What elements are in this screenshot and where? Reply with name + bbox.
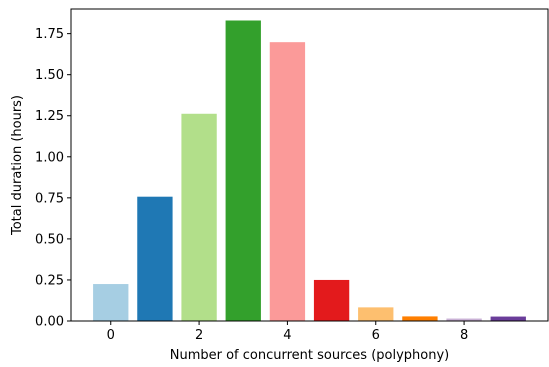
bar-7 bbox=[402, 316, 438, 321]
y-tick-label: 0.25 bbox=[35, 273, 64, 288]
bar-3 bbox=[225, 20, 261, 321]
y-ticks: 0.00 0.25 0.50 0.75 1.00 1.25 1.50 1.75 bbox=[35, 27, 71, 330]
bar-1 bbox=[137, 196, 173, 321]
x-tick-label: 0 bbox=[107, 328, 115, 343]
y-tick-label: 0.50 bbox=[35, 232, 64, 247]
y-tick-label: 1.25 bbox=[35, 109, 64, 124]
y-tick-label: 1.00 bbox=[35, 150, 64, 165]
x-tick-label: 8 bbox=[460, 328, 468, 343]
bar-5 bbox=[313, 279, 350, 321]
y-tick-label: 1.50 bbox=[35, 68, 64, 83]
x-axis-label: Number of concurrent sources (polyphony) bbox=[170, 348, 450, 363]
bar-6 bbox=[358, 307, 394, 321]
bar-4 bbox=[269, 42, 306, 321]
y-tick-label: 1.75 bbox=[35, 27, 64, 42]
x-tick-label: 6 bbox=[372, 328, 380, 343]
bars-group bbox=[93, 20, 526, 321]
bar-8 bbox=[446, 318, 482, 321]
bar-0 bbox=[93, 284, 129, 321]
bar-9 bbox=[490, 316, 526, 321]
y-tick-label: 0.00 bbox=[35, 315, 64, 330]
x-tick-label: 2 bbox=[195, 328, 203, 343]
x-ticks: 0 2 4 6 8 bbox=[107, 321, 468, 343]
plot-frame bbox=[70, 8, 549, 322]
x-tick-label: 4 bbox=[283, 328, 291, 343]
bar-2 bbox=[181, 113, 217, 321]
y-tick-label: 0.75 bbox=[35, 191, 64, 206]
y-axis-label: Total duration (hours) bbox=[10, 95, 25, 236]
